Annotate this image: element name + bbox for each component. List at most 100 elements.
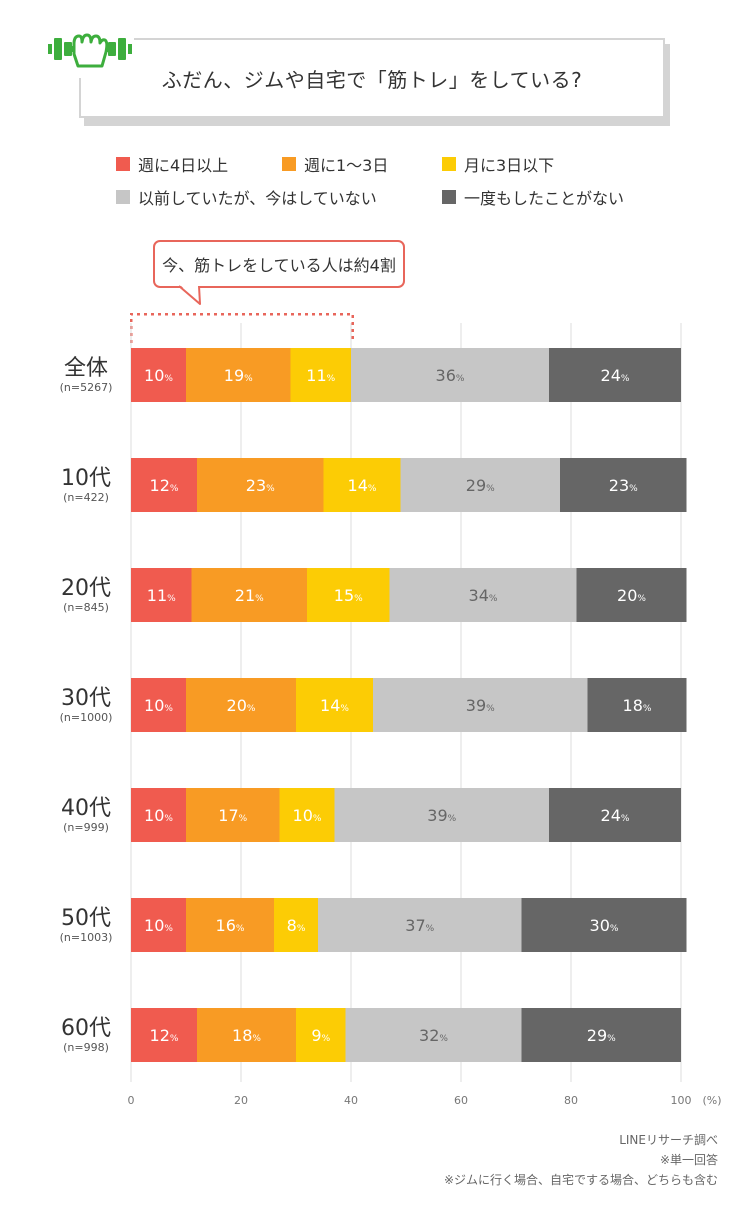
bar-segment: [373, 678, 588, 732]
bar-data-label: 16%: [216, 916, 245, 935]
bar-data-label: 23%: [609, 476, 638, 495]
bar-segment: [560, 458, 687, 512]
legend-swatch: [282, 157, 296, 171]
bar-segment: [318, 898, 522, 952]
bar-segment: [290, 348, 351, 402]
bar-data-label: 36%: [436, 366, 465, 385]
legend-swatch: [442, 190, 456, 204]
bar-segment: [587, 678, 687, 732]
legend-swatch: [116, 157, 130, 171]
bar-data-label: 8%: [287, 916, 306, 935]
legend-swatch: [442, 157, 456, 171]
bar-data-label: 10%: [144, 366, 173, 385]
bar-data-label: 37%: [405, 916, 434, 935]
category-sample-size: (n=1003): [59, 931, 113, 944]
bar-segment: [186, 788, 280, 842]
x-tick-label: 20: [234, 1094, 248, 1107]
bar-data-label: 20%: [617, 586, 646, 605]
title-box: ふだん、ジムや自宅で「筋トレ」をしている?: [79, 38, 665, 118]
x-tick-label: 40: [344, 1094, 358, 1107]
bar-data-label: 21%: [235, 586, 264, 605]
bar-segment: [279, 788, 335, 842]
bar-segment: [186, 348, 291, 402]
bar-data-label: 10%: [293, 806, 322, 825]
bar-data-label: 10%: [144, 806, 173, 825]
category-label: 全体: [63, 356, 108, 381]
legend-label: 週に4日以上: [138, 156, 229, 175]
category-label: 30代: [61, 686, 111, 711]
x-tick-label: 100: [671, 1094, 692, 1107]
footnote-source: LINEリサーチ調べ: [619, 1133, 718, 1147]
bar-segment: [323, 458, 401, 512]
bar-segment: [345, 1008, 522, 1062]
category-label: 50代: [61, 906, 111, 931]
bar-data-label: 12%: [150, 476, 179, 495]
bar-segment: [131, 348, 186, 402]
bar-data-label: 14%: [348, 476, 377, 495]
bar-segment: [307, 568, 390, 622]
bar-data-label: 17%: [218, 806, 247, 825]
bar-data-label: 11%: [306, 366, 335, 385]
legend-item: 月に3日以下: [442, 152, 554, 176]
category-sample-size: (n=999): [63, 821, 109, 834]
callout-box: 今、筋トレをしている人は約4割: [153, 240, 405, 288]
category-sample-size: (n=845): [63, 601, 109, 614]
bar-segment: [131, 1008, 197, 1062]
bar-segment: [131, 898, 186, 952]
chart-title: ふだん、ジムや自宅で「筋トレ」をしている?: [161, 67, 583, 92]
bar-segment: [521, 898, 687, 952]
bar-data-label: 18%: [623, 696, 652, 715]
bar-data-label: 23%: [246, 476, 275, 495]
bar-segment: [191, 568, 307, 622]
category-sample-size: (n=5267): [59, 381, 113, 394]
bar-data-label: 18%: [232, 1026, 261, 1045]
bar-segment: [131, 568, 192, 622]
x-axis-unit-label: (%): [702, 1094, 721, 1107]
category-label: 10代: [61, 466, 111, 491]
bar-segment: [296, 1008, 346, 1062]
category-label: 60代: [61, 1016, 111, 1041]
legend-item: 以前していたが、今はしていない: [116, 185, 377, 209]
bar-segment: [131, 458, 197, 512]
legend-label: 月に3日以下: [464, 156, 555, 175]
legend-label: 週に1〜3日: [304, 156, 389, 175]
legend-item: 週に4日以上: [116, 152, 228, 176]
x-tick-label: 60: [454, 1094, 468, 1107]
bar-segment: [131, 788, 186, 842]
bar-data-label: 39%: [466, 696, 495, 715]
bar-data-label: 9%: [311, 1026, 330, 1045]
bar-data-label: 20%: [227, 696, 256, 715]
bar-data-label: 30%: [590, 916, 619, 935]
bar-data-label: 39%: [427, 806, 456, 825]
bar-data-label: 32%: [419, 1026, 448, 1045]
bar-data-label: 14%: [320, 696, 349, 715]
callout-tail: [178, 284, 201, 305]
bar-data-label: 12%: [150, 1026, 179, 1045]
bar-segment: [400, 458, 560, 512]
bar-data-label: 24%: [601, 806, 630, 825]
bar-segment: [576, 568, 687, 622]
x-tick-label: 80: [564, 1094, 578, 1107]
category-sample-size: (n=422): [63, 491, 109, 504]
bar-segment: [351, 348, 549, 402]
bar-segment: [521, 1008, 681, 1062]
bar-data-label: 29%: [466, 476, 495, 495]
bar-segment: [197, 458, 324, 512]
legend-item: 週に1〜3日: [282, 152, 388, 176]
bar-segment: [186, 678, 296, 732]
bar-data-label: 34%: [469, 586, 498, 605]
bar-segment: [549, 348, 681, 402]
bar-data-label: 10%: [144, 696, 173, 715]
bar-data-label: 19%: [224, 366, 253, 385]
bar-segment: [296, 678, 373, 732]
bar-segment: [274, 898, 318, 952]
bar-segment: [389, 568, 577, 622]
bar-segment: [186, 898, 274, 952]
bar-segment: [131, 678, 186, 732]
bar-segment: [549, 788, 681, 842]
bar-data-label: 29%: [587, 1026, 616, 1045]
bar-segment: [334, 788, 549, 842]
legend-item: 一度もしたことがない: [442, 185, 624, 209]
category-sample-size: (n=998): [63, 1041, 109, 1054]
